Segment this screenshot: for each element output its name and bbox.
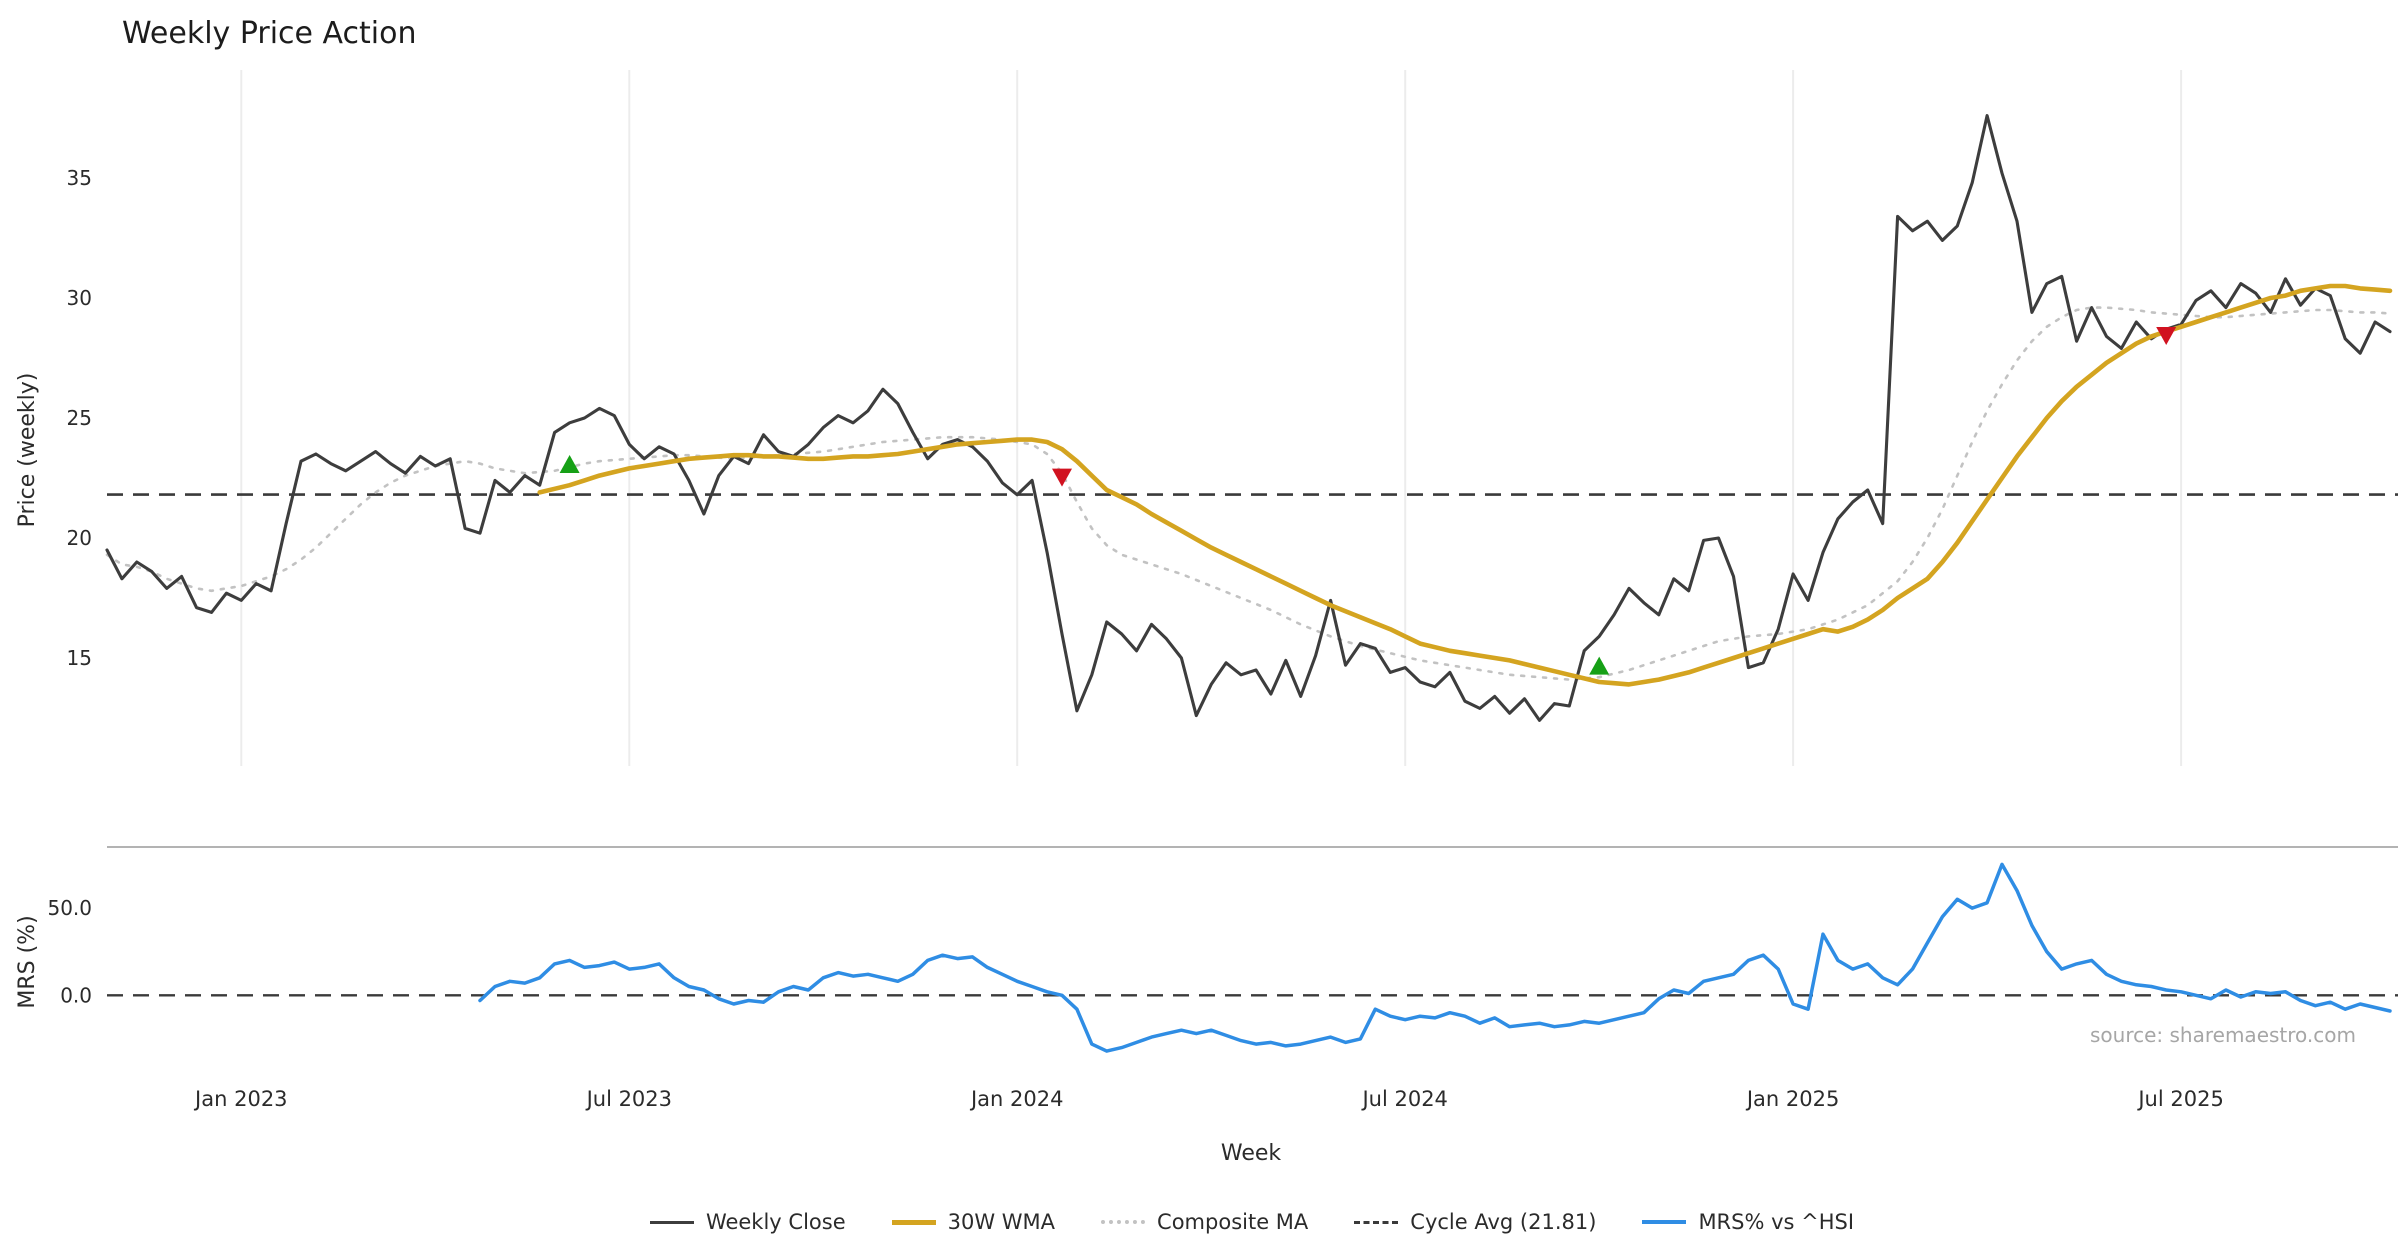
legend: Weekly Close 30W WMA Composite MA Cycle Avg… [107, 1210, 2397, 1234]
mrs-axis-label: MRS (%) [15, 915, 40, 1008]
legend-item-wma-30w: 30W WMA [891, 1210, 1056, 1234]
legend-item-weekly-close: Weekly Close [649, 1210, 846, 1234]
legend-item-mrs: MRS% vs ^HSI [1642, 1210, 1854, 1234]
weekly-close-line [105, 114, 2392, 722]
legend-label: Composite MA [1157, 1210, 1309, 1234]
buy-signal-marker [559, 455, 580, 473]
x-tick-label: Jan 2025 [1745, 1087, 1840, 1111]
mrs-legend-swatch [1642, 1220, 1687, 1224]
x-tick-label: Jan 2024 [969, 1087, 1064, 1111]
price-axis-label: Price (weekly) [15, 373, 40, 528]
x-tick-label: Jul 2023 [585, 1087, 672, 1111]
sell-signal-marker [2156, 327, 2177, 345]
price-tick-label: 35 [67, 166, 92, 190]
source-credit: source: sharemaestro.com [2090, 1023, 2356, 1047]
x-tick-label: Jan 2023 [193, 1087, 288, 1111]
x-tick-label: Jul 2025 [2136, 1087, 2223, 1111]
composite-ma-legend-swatch [1101, 1220, 1146, 1224]
price-tick-label: 15 [67, 646, 92, 670]
buy-signal-marker [1589, 656, 1610, 675]
legend-item-composite-ma: Composite MA [1101, 1210, 1308, 1234]
price-tick-label: 30 [67, 286, 92, 310]
legend-label: 30W WMA [947, 1210, 1056, 1234]
mrs-tick-label: 50.0 [47, 896, 92, 920]
composite-ma-line [105, 306, 2392, 681]
plot-layer: 35 30 25 20 15 50.0 0.0 Jan 2023 Jul 2023 Jan 202… [47, 70, 2398, 1111]
mrs-tick-label: 0.0 [60, 983, 92, 1007]
legend-label: Weekly Close [705, 1210, 846, 1234]
price-tick-label: 20 [67, 526, 92, 550]
x-tick-label: Jul 2024 [1360, 1087, 1447, 1111]
weekly-close-legend-swatch [649, 1220, 694, 1224]
sell-signal-marker [1052, 468, 1072, 487]
legend-label: Cycle Avg (21.81) [1410, 1210, 1597, 1234]
cycle-avg-legend-swatch [1354, 1220, 1399, 1224]
mrs-line [478, 862, 2392, 1053]
x-axis-label: Week [1221, 1141, 1282, 1166]
legend-label: MRS% vs ^HSI [1698, 1210, 1855, 1234]
legend-item-cycle-avg: Cycle Avg (21.81) [1354, 1210, 1596, 1234]
chart-title: Weekly Price Action [122, 16, 417, 51]
wma-30w-line [537, 283, 2393, 687]
wma-30w-legend-swatch [891, 1219, 936, 1225]
price-tick-label: 25 [67, 406, 92, 430]
